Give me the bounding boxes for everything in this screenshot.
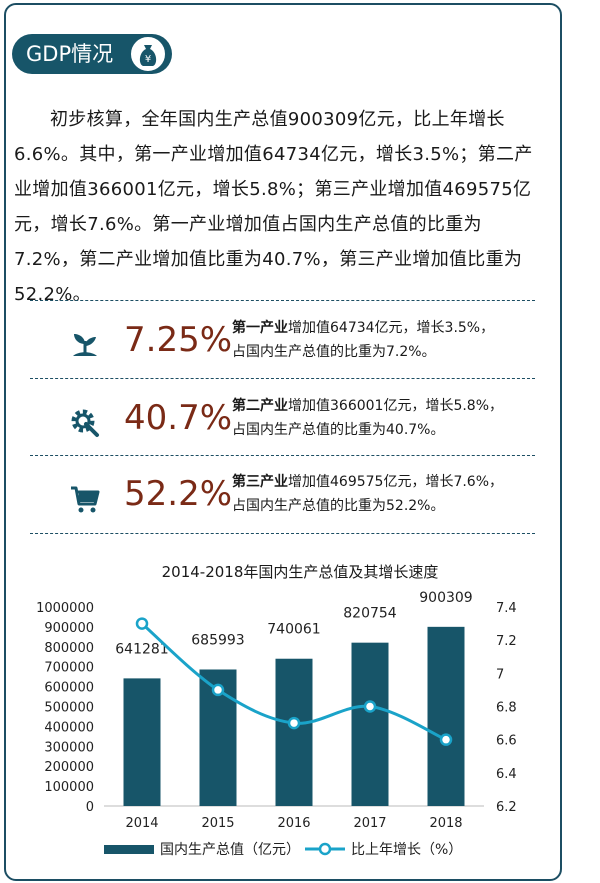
industry-line2: 占国内生产总值的比重为40.7%。	[232, 422, 445, 438]
sprout-icon	[68, 328, 102, 362]
industry-line2: 占国内生产总值的比重为7.2%。	[232, 344, 436, 360]
industry-description: 第二产业增加值366001亿元，增长5.8%， 占国内生产总值的比重为40.7%…	[232, 394, 552, 442]
bar-value-label: 740061	[267, 622, 320, 638]
growth-rate-point	[135, 617, 149, 630]
bar-value-label: 900309	[419, 590, 472, 606]
divider	[30, 300, 535, 301]
industry-name: 第二产业	[232, 398, 288, 414]
y-right-tick-label: 6.2	[496, 800, 517, 815]
industry-share: 40.7%	[124, 398, 233, 438]
industry-description: 第三产业增加值469575亿元，增长7.6%， 占国内生产总值的比重为52.2%…	[232, 470, 552, 518]
legend-line-marker	[318, 842, 332, 856]
y-left-tick-label: 100000	[44, 780, 94, 795]
industry-share: 52.2%	[124, 474, 233, 514]
y-left-tick-label: 200000	[44, 760, 94, 775]
y-left-tick-label: 600000	[44, 681, 94, 696]
gdp-bar	[275, 658, 313, 806]
y-left-tick-label: 0	[86, 800, 94, 815]
y-right-tick-label: 6.4	[496, 767, 517, 782]
divider	[30, 378, 535, 379]
x-tick-label: 2014	[125, 816, 158, 831]
gdp-bar	[427, 626, 465, 806]
y-right-tick-label: 7	[496, 667, 504, 682]
y-left-tick-label: 900000	[44, 621, 94, 636]
growth-rate-point	[211, 683, 225, 697]
y-left-tick-label: 700000	[44, 661, 94, 676]
intro-paragraph: 初步核算，全年国内生产总值900309亿元，比上年增长6.6%。其中，第一产业增…	[14, 109, 533, 305]
y-left-tick-label: 1000000	[36, 601, 94, 616]
growth-rate-point	[287, 716, 301, 730]
bar-value-label: 685993	[191, 632, 244, 648]
chart-title: 2014-2018年国内生产总值及其增长速度	[161, 563, 439, 581]
shopping-cart-icon	[68, 482, 102, 516]
bar-value-label: 641281	[115, 641, 168, 657]
y-right-tick-label: 6.6	[496, 734, 517, 749]
divider	[30, 455, 535, 456]
y-left-tick-label: 800000	[44, 641, 94, 656]
industry-line2: 占国内生产总值的比重为52.2%。	[232, 498, 445, 514]
industry-description: 第一产业增加值64734亿元，增长3.5%， 占国内生产总值的比重为7.2%。	[232, 316, 552, 364]
y-left-tick-label: 500000	[44, 701, 94, 716]
industry-line1: 增加值64734亿元，增长3.5%，	[288, 320, 495, 336]
gear-wrench-icon	[68, 406, 102, 440]
industry-share: 7.25%	[124, 320, 233, 360]
bar-value-label: 820754	[343, 606, 397, 622]
growth-rate-point	[439, 733, 453, 746]
legend-bar-label: 国内生产总值（亿元）	[160, 842, 300, 858]
y-left-tick-label: 400000	[44, 720, 94, 735]
divider	[30, 533, 535, 534]
y-right-tick-label: 7.2	[496, 634, 517, 649]
legend-bar-swatch	[104, 845, 154, 854]
y-right-tick-label: 6.8	[496, 701, 517, 716]
gdp-combo-chart: 0 100000 200000 300000 400000 500000 600000 700…	[36, 590, 517, 858]
svg-text:¥: ¥	[145, 54, 151, 65]
growth-rate-point	[363, 700, 377, 713]
x-tick-label: 2017	[353, 816, 386, 831]
section-header: GDP情况 ¥	[12, 34, 172, 74]
x-tick-label: 2018	[429, 816, 462, 831]
gdp-bar	[351, 642, 389, 806]
section-title: GDP情况	[26, 42, 114, 66]
y-left-tick-label: 300000	[44, 740, 94, 755]
industry-line1: 增加值366001亿元，增长5.8%，	[288, 398, 504, 414]
industry-row-secondary: 40.7% 第二产业增加值366001亿元，增长5.8%， 占国内生产总值的比重…	[0, 390, 560, 450]
x-tick-label: 2016	[277, 816, 310, 831]
y-right-tick-label: 7.4	[496, 601, 517, 616]
x-tick-label: 2015	[201, 816, 234, 831]
gdp-bar	[123, 678, 161, 806]
legend-line-label: 比上年增长（%）	[351, 842, 462, 858]
industry-row-primary: 7.25% 第一产业增加值64734亿元，增长3.5%， 占国内生产总值的比重为…	[0, 312, 560, 372]
industry-row-tertiary: 52.2% 第三产业增加值469575亿元，增长7.6%， 占国内生产总值的比重…	[0, 466, 560, 526]
money-bag-yen-icon: ¥	[128, 34, 168, 74]
industry-name: 第一产业	[232, 320, 288, 336]
industry-name: 第三产业	[232, 474, 288, 490]
industry-line1: 增加值469575亿元，增长7.6%，	[288, 474, 504, 490]
